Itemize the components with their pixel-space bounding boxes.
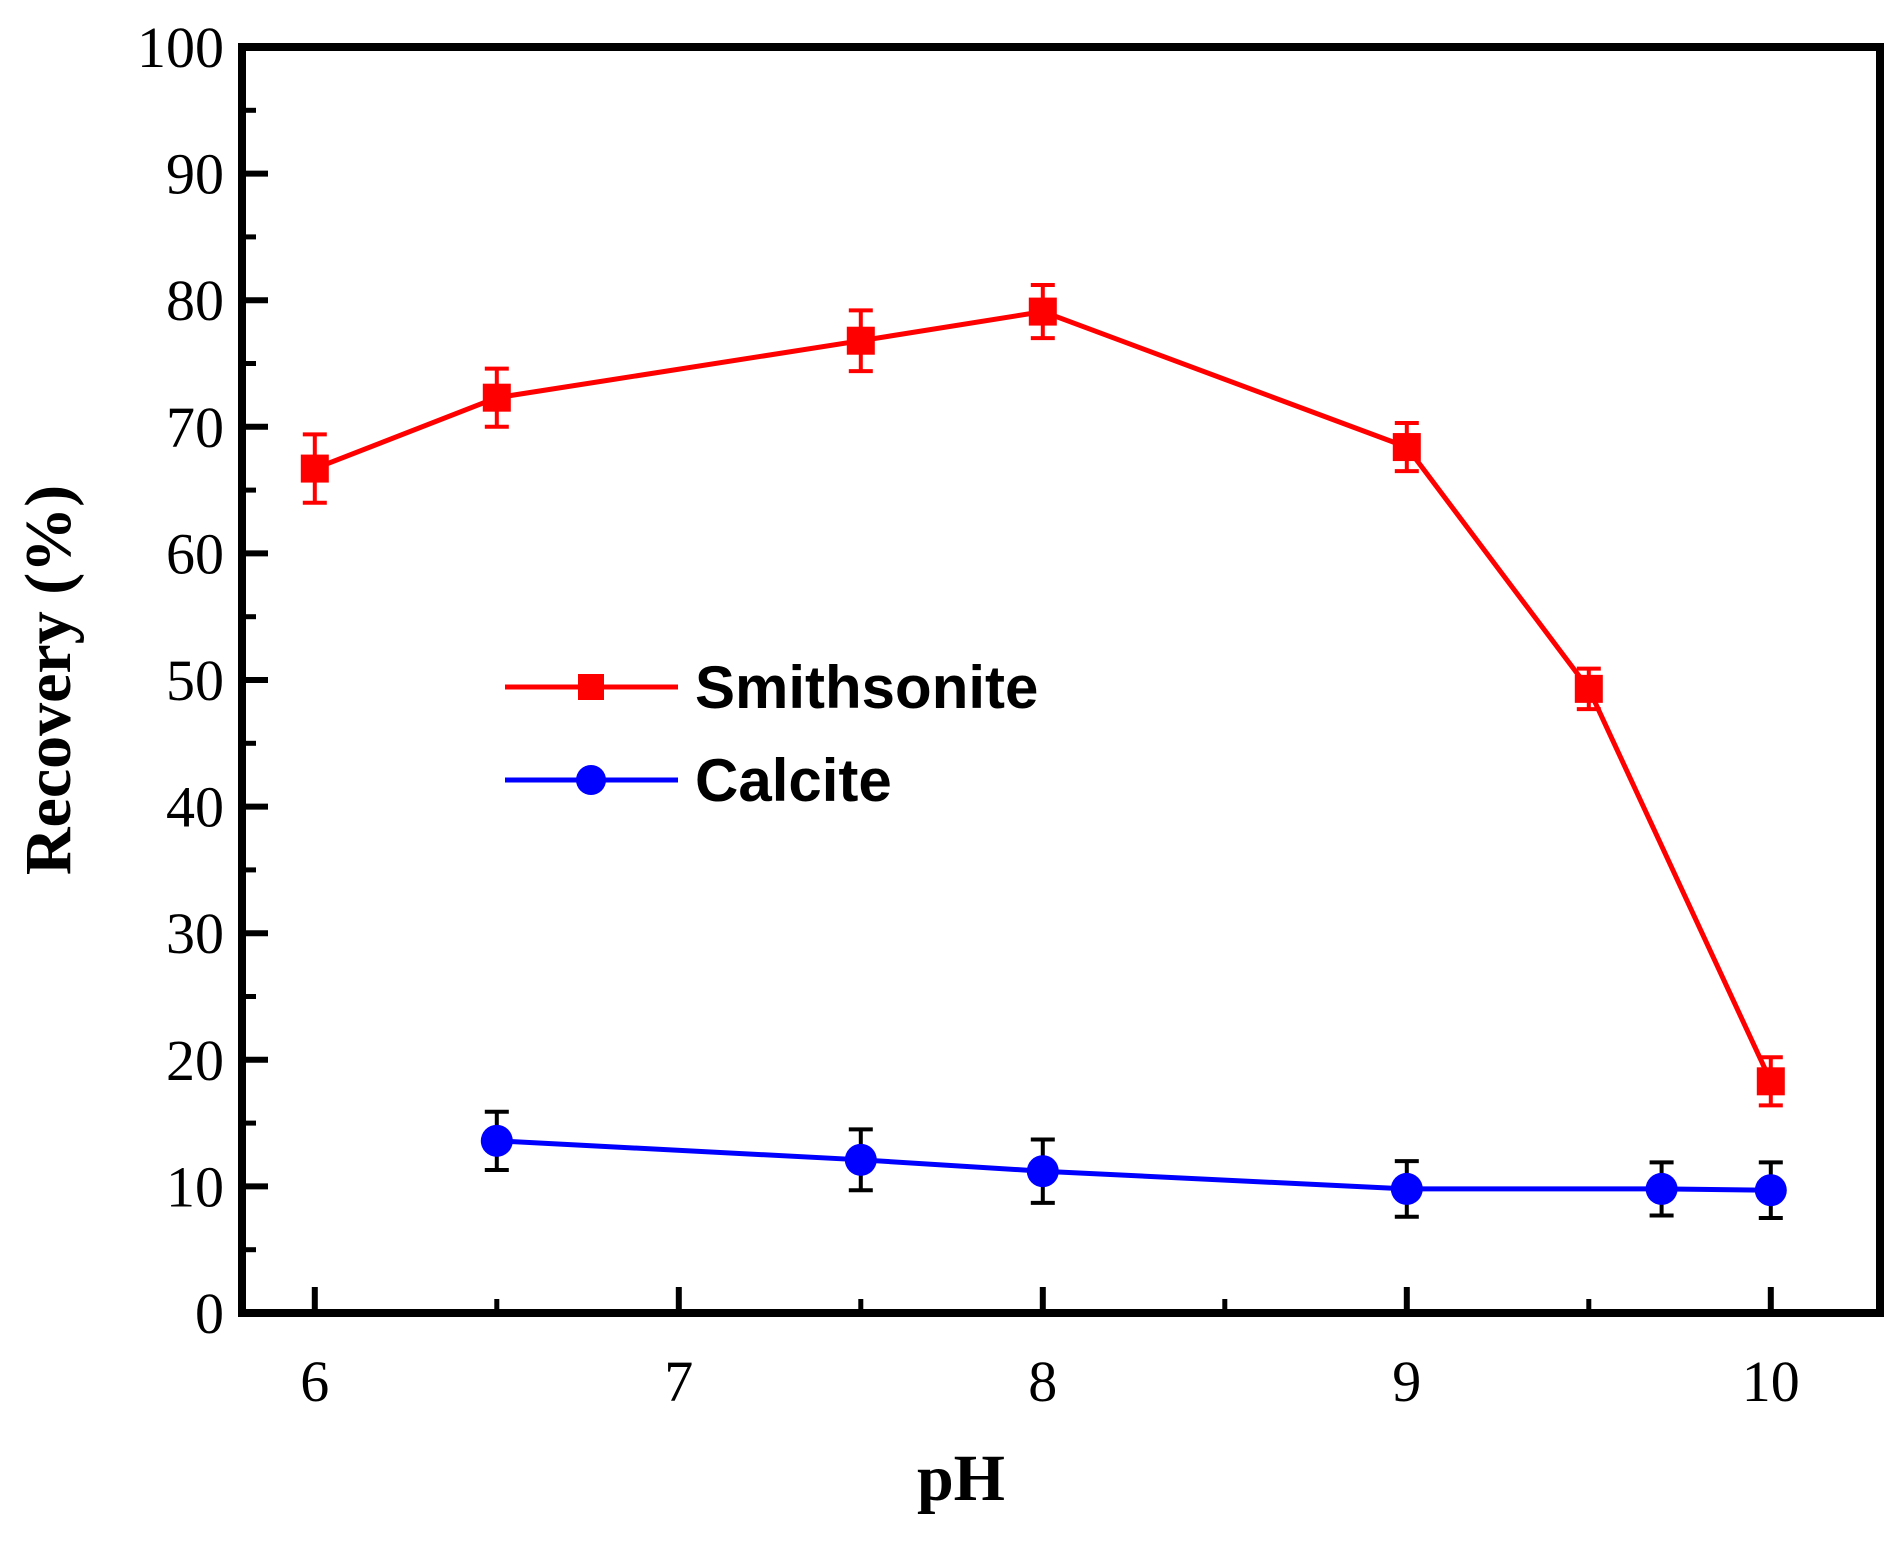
y-tick-label: 30 bbox=[166, 901, 224, 966]
x-axis-title: pH bbox=[917, 1442, 1005, 1515]
y-axis-title: Recovery (%) bbox=[12, 485, 85, 875]
legend-label-calcite: Calcite bbox=[695, 747, 892, 814]
legend: Smithsonite Calcite bbox=[505, 654, 1038, 814]
smithsonite-line bbox=[313, 309, 1774, 1083]
calcite-line bbox=[496, 1138, 1771, 1193]
x-tick-label: 6 bbox=[300, 1349, 329, 1414]
legend-marker-smithsonite bbox=[578, 674, 604, 700]
x-tick-label: 8 bbox=[1028, 1349, 1057, 1414]
legend-item-smithsonite: Smithsonite bbox=[505, 654, 1038, 721]
calcite-point bbox=[1390, 1172, 1423, 1205]
y-tick-label: 80 bbox=[166, 268, 224, 333]
x-tick-label: 10 bbox=[1742, 1349, 1800, 1414]
y-tick-label: 70 bbox=[166, 395, 224, 460]
smithsonite-point bbox=[1392, 433, 1421, 462]
smithsonite-point bbox=[1028, 297, 1057, 326]
calcite-point bbox=[480, 1124, 513, 1157]
smithsonite-point bbox=[482, 383, 511, 412]
legend-item-calcite: Calcite bbox=[505, 747, 892, 814]
legend-marker-calcite bbox=[576, 765, 606, 795]
tick-labels-layer: 0 10 20 30 40 50 60 70 80 90 100 6 7 8 9 10 bbox=[137, 15, 1800, 1414]
y-tick-label: 20 bbox=[166, 1028, 224, 1093]
smithsonite-point bbox=[1756, 1067, 1785, 1096]
y-tick-label: 50 bbox=[166, 648, 224, 713]
y-tick-label: 40 bbox=[166, 775, 224, 840]
plot-frame bbox=[238, 43, 1884, 1317]
y-tick-label: 100 bbox=[137, 15, 224, 80]
smithsonite-point bbox=[1574, 674, 1603, 703]
calcite-point bbox=[1026, 1155, 1059, 1188]
x-tick-label: 7 bbox=[664, 1349, 693, 1414]
y-tick-label: 60 bbox=[166, 521, 224, 586]
legend-label-smithsonite: Smithsonite bbox=[695, 654, 1038, 721]
y-tick-label: 0 bbox=[195, 1281, 224, 1346]
smithsonite-point bbox=[846, 326, 875, 355]
series-layer bbox=[300, 283, 1787, 1221]
calcite-point bbox=[844, 1143, 877, 1176]
y-tick-label: 90 bbox=[166, 142, 224, 207]
smithsonite-point bbox=[300, 454, 329, 483]
calcite-point bbox=[1645, 1172, 1678, 1205]
calcite-point bbox=[1754, 1174, 1787, 1207]
x-tick-label: 9 bbox=[1392, 1349, 1421, 1414]
y-tick-label: 10 bbox=[166, 1154, 224, 1219]
